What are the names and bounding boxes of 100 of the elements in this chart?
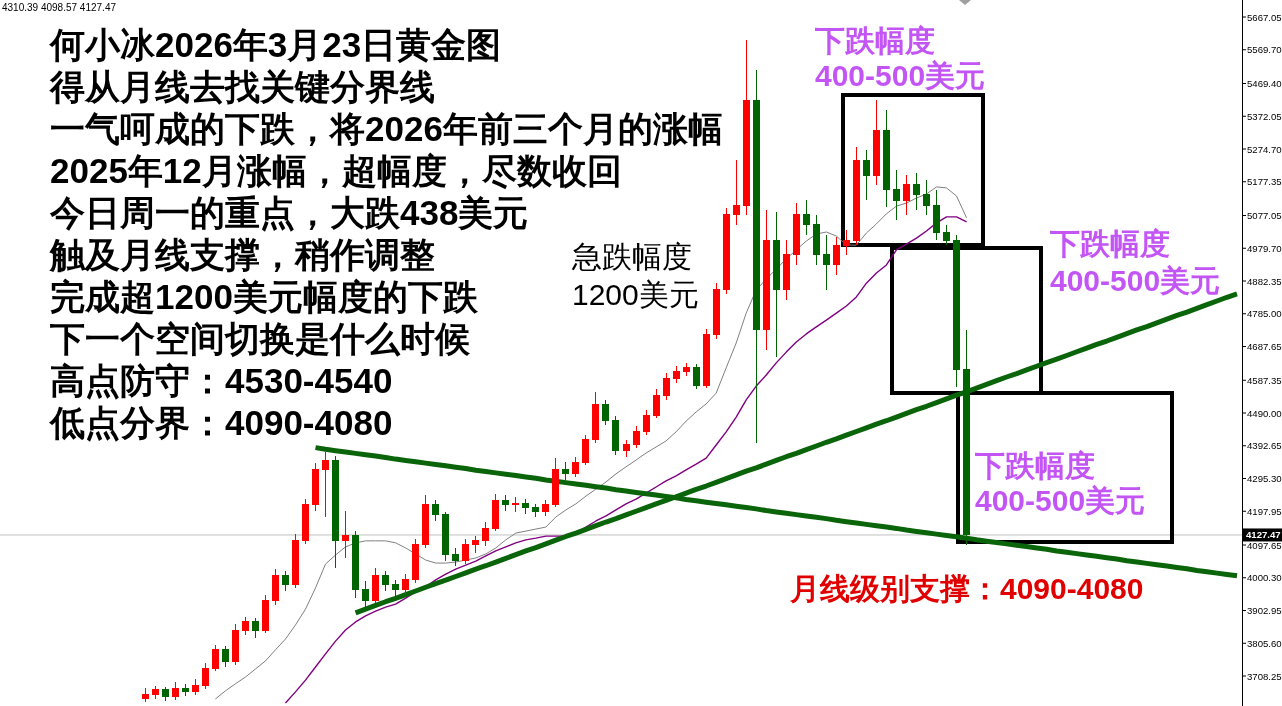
candlestick bbox=[742, 39, 750, 216]
candlestick bbox=[522, 498, 530, 515]
candlestick bbox=[602, 399, 610, 426]
candlestick bbox=[181, 683, 189, 697]
candlestick bbox=[842, 229, 850, 256]
candlestick bbox=[762, 209, 770, 351]
candlestick bbox=[922, 179, 930, 216]
y-tick-label: 4687.65 bbox=[1247, 341, 1282, 353]
candlestick bbox=[462, 538, 470, 565]
candlestick bbox=[732, 159, 740, 226]
candlestick bbox=[291, 533, 299, 589]
annotation: 4310.39 4098.57 4127.47 bbox=[2, 1, 117, 13]
candlestick bbox=[862, 149, 870, 201]
candlestick bbox=[662, 372, 670, 401]
candlestick bbox=[892, 169, 900, 221]
candlestick bbox=[392, 579, 400, 599]
candlestick bbox=[682, 362, 690, 377]
y-tick-label: 4392.65 bbox=[1247, 440, 1282, 452]
candlestick bbox=[141, 687, 149, 703]
candlestick bbox=[402, 573, 410, 596]
candlestick bbox=[201, 662, 209, 690]
y-tick-label: 4490.00 bbox=[1247, 407, 1282, 419]
y-tick-label: 4000.30 bbox=[1247, 572, 1282, 584]
candlestick bbox=[902, 174, 910, 216]
candlestick bbox=[592, 391, 600, 444]
candlestick bbox=[792, 202, 800, 266]
y-tick-label: 4979.70 bbox=[1247, 242, 1282, 254]
y-tick-label: 5469.40 bbox=[1247, 78, 1282, 89]
annotation: 触及月线支撑，稍作调整 bbox=[49, 234, 435, 274]
candlestick bbox=[432, 499, 440, 522]
annotation: 下跌幅度 bbox=[814, 23, 935, 57]
candlestick bbox=[332, 455, 340, 569]
candlestick bbox=[362, 580, 370, 611]
y-tick-label: 5177.35 bbox=[1247, 176, 1282, 188]
annotation: 今日周一的重点，大跌438美元 bbox=[49, 192, 529, 232]
candlestick bbox=[191, 678, 199, 696]
annotation: 高点防守：4530-4540 bbox=[50, 360, 393, 400]
candlestick bbox=[812, 214, 820, 266]
y-tick-label: 4882.35 bbox=[1247, 275, 1282, 287]
candlestick bbox=[412, 538, 420, 584]
candlestick bbox=[231, 623, 239, 666]
annotation: 400-500美元 bbox=[815, 58, 986, 92]
candlestick bbox=[672, 365, 680, 384]
candlestick bbox=[221, 645, 229, 668]
y-tick-label: 5077.05 bbox=[1247, 210, 1282, 221]
annotation: 下跌幅度 bbox=[1049, 226, 1170, 260]
candlestick bbox=[933, 189, 941, 241]
candlestick bbox=[271, 568, 279, 606]
candlestick bbox=[251, 617, 259, 639]
candlestick bbox=[161, 686, 169, 702]
y-tick-label: 4785.00 bbox=[1247, 308, 1282, 320]
candlestick bbox=[802, 199, 810, 236]
candlestick bbox=[502, 494, 510, 512]
annotation: 1200美元 bbox=[572, 277, 699, 311]
candlestick bbox=[702, 328, 710, 389]
candlestick bbox=[872, 99, 880, 186]
annotation: 完成超1200美元幅度的下跌 bbox=[50, 276, 479, 316]
y-tick-label: 3708.25 bbox=[1247, 670, 1282, 682]
candlestick bbox=[612, 415, 620, 456]
y-tick-label: 4197.95 bbox=[1247, 505, 1282, 517]
candlestick bbox=[482, 521, 490, 547]
annotation: 下跌幅度 bbox=[974, 448, 1095, 482]
candlestick bbox=[342, 510, 350, 559]
candlestick bbox=[312, 462, 320, 512]
candlestick bbox=[572, 456, 580, 478]
y-tick-label: 5569.70 bbox=[1247, 44, 1282, 56]
candlestick bbox=[352, 530, 360, 599]
candlestick bbox=[562, 461, 570, 481]
y-tick-label: 3805.60 bbox=[1247, 637, 1282, 649]
annotation: 400-500美元 bbox=[1050, 263, 1221, 297]
candlestick bbox=[943, 224, 951, 246]
y-tick-label: 4295.30 bbox=[1247, 473, 1282, 485]
candlestick bbox=[652, 388, 660, 419]
candlestick bbox=[241, 616, 249, 636]
candlestick bbox=[372, 567, 380, 604]
annotation: 400-500美元 bbox=[975, 483, 1146, 517]
annotation: 月线级别支撑：4090-4080 bbox=[789, 571, 1144, 605]
annotation: 2025年12月涨幅，超幅度，尽数收回 bbox=[50, 150, 622, 190]
candlestick bbox=[772, 211, 780, 358]
annotation: 下一个空间切换是什么时候 bbox=[49, 318, 471, 358]
y-tick-label: 5372.05 bbox=[1247, 110, 1282, 122]
candlestick bbox=[722, 207, 730, 295]
ref-line-label: 4127.47 bbox=[1246, 529, 1281, 541]
candlestick bbox=[382, 570, 390, 592]
candlestick bbox=[171, 681, 179, 701]
candlestick bbox=[642, 409, 650, 436]
text: 何小冰2026年3月23日黄金图 bbox=[48, 24, 502, 64]
annotation: 一气呵成的下跌，将2026年前三个月的涨幅 bbox=[50, 108, 723, 148]
candlestick bbox=[211, 644, 219, 672]
candlestick bbox=[852, 146, 860, 246]
candlestick bbox=[632, 425, 640, 449]
candlestick bbox=[552, 457, 560, 508]
candlestick bbox=[912, 172, 920, 211]
candlestick bbox=[953, 234, 961, 388]
candlestick bbox=[301, 498, 309, 545]
y-tick-label: 3902.95 bbox=[1247, 605, 1282, 616]
y-tick-label: 5274.70 bbox=[1247, 143, 1282, 155]
annotation: 得从月线去找关键分界线 bbox=[49, 66, 435, 106]
candlestick bbox=[782, 239, 790, 301]
candlestick bbox=[452, 547, 460, 567]
